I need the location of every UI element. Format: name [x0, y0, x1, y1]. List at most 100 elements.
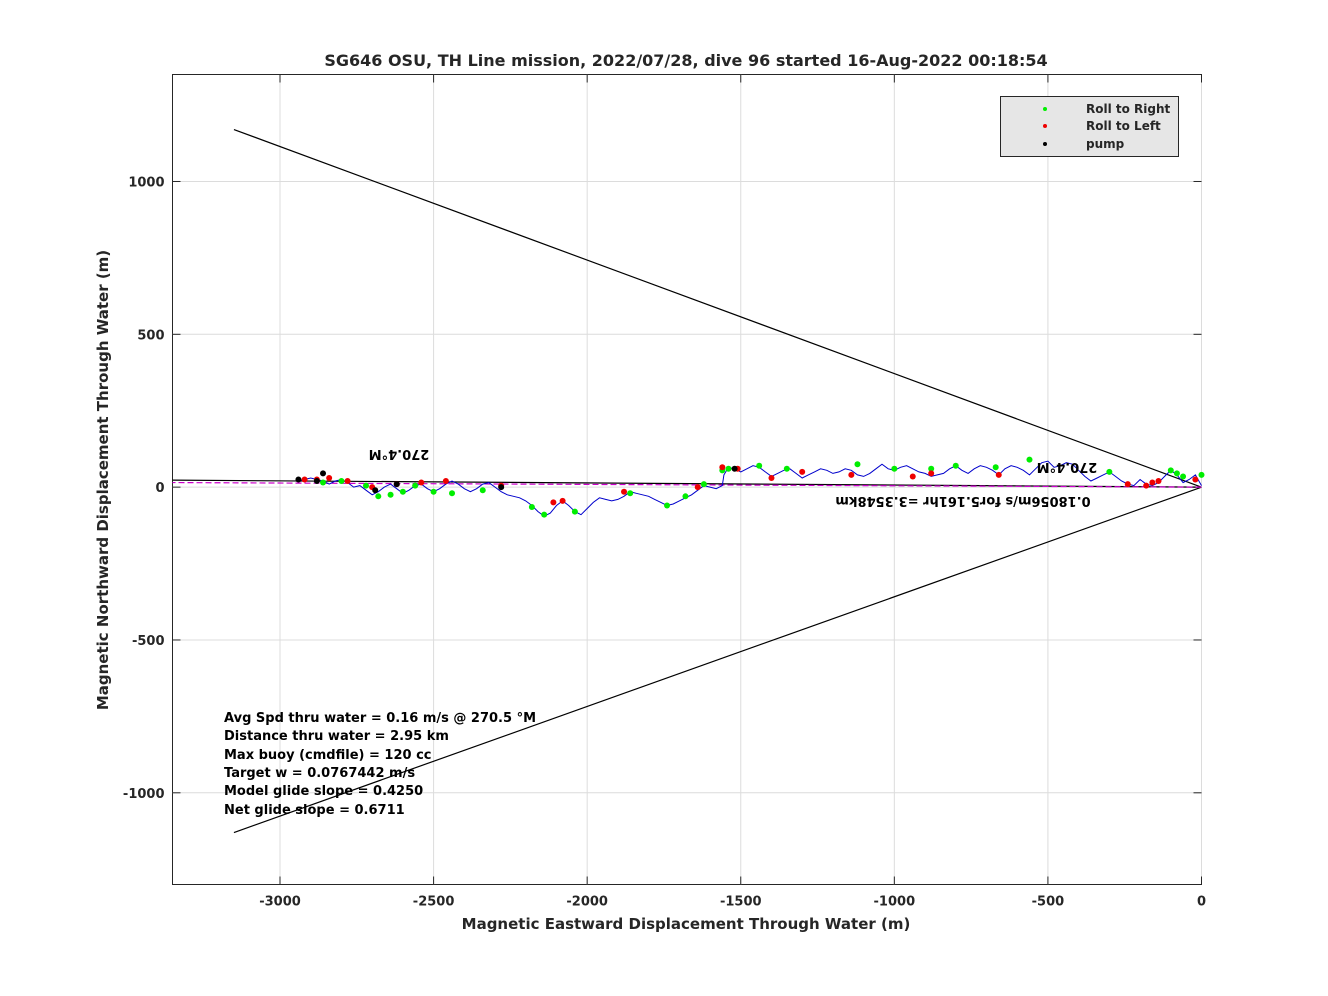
roll-right-marker	[952, 462, 959, 469]
roll-right-marker	[891, 465, 898, 472]
roll-left-marker	[559, 497, 566, 504]
roll-right-marker	[783, 465, 790, 472]
roll-left-marker	[1143, 482, 1150, 489]
stat-net-glide: Net glide slope = 0.6711	[224, 803, 405, 818]
x-axis-label: Magnetic Eastward Displacement Through W…	[462, 915, 911, 933]
roll-left-marker	[550, 499, 557, 506]
x-tick-label: 0	[1197, 895, 1206, 910]
reference-line	[233, 486, 1202, 834]
x-tick-label: -3000	[259, 895, 301, 910]
roll-right-marker	[320, 479, 327, 486]
roll-right-marker	[479, 487, 486, 494]
roll-left-marker	[799, 468, 806, 475]
stat-avg-speed: Avg Spd thru water = 0.16 m/s @ 270.5 °M	[224, 711, 536, 726]
legend: Roll to Right Roll to Left pump	[1000, 96, 1179, 157]
x-tick-label: -2000	[566, 895, 608, 910]
roll-right-marker	[363, 482, 370, 489]
x-tick-label: -2500	[413, 895, 455, 910]
legend-marker-roll-left	[1043, 124, 1047, 128]
roll-left-marker	[995, 471, 1002, 478]
legend-label-roll-right: Roll to Right	[1086, 102, 1171, 116]
reference-line	[233, 128, 1202, 488]
heading-annotation-left: 270.4°M	[369, 446, 430, 461]
roll-left-marker	[1124, 481, 1131, 488]
roll-right-marker	[992, 464, 999, 471]
reference-line	[172, 481, 1202, 488]
y-tick-label: 500	[137, 328, 164, 343]
stat-max-buoy: Max buoy (cmdfile) = 120 cc	[224, 748, 431, 763]
roll-left-marker	[326, 474, 333, 481]
roll-left-marker	[418, 479, 425, 486]
roll-right-marker	[682, 493, 689, 500]
heading-annotation-right: 270.4°M	[1037, 459, 1098, 474]
legend-label-pump: pump	[1086, 137, 1125, 151]
roll-right-marker	[928, 465, 935, 472]
roll-right-marker	[541, 511, 548, 518]
roll-left-marker	[621, 488, 628, 495]
pump-marker	[313, 478, 320, 485]
roll-left-marker	[1149, 479, 1156, 486]
roll-right-marker	[449, 490, 456, 497]
pump-marker	[498, 484, 505, 491]
y-tick-label: 0	[155, 481, 164, 496]
roll-and-pump-markers	[295, 456, 1205, 518]
pump-marker	[372, 487, 379, 494]
axis-ticks: -3000 -2500 -2000 -1500 -1000 -500 0 -1000 -500 0…	[123, 74, 1206, 910]
chart-title: SG646 OSU, TH Line mission, 2022/07/28, …	[324, 51, 1047, 70]
roll-right-marker	[571, 508, 578, 515]
pump-marker	[295, 476, 302, 483]
stat-model-glide: Model glide slope = 0.4250	[224, 784, 423, 799]
roll-left-marker	[909, 473, 916, 480]
roll-right-marker	[664, 502, 671, 509]
y-tick-label: -500	[132, 634, 165, 649]
roll-left-marker	[1192, 476, 1199, 483]
roll-right-marker	[430, 488, 437, 495]
dive-stats: Avg Spd thru water = 0.16 m/s @ 270.5 °M…	[224, 711, 536, 818]
roll-right-marker	[412, 482, 419, 489]
stat-target-w: Target w = 0.0767442 m/s	[224, 766, 415, 781]
pump-marker	[393, 481, 400, 488]
x-tick-label: -1500	[720, 895, 762, 910]
roll-right-marker	[375, 493, 382, 500]
roll-left-marker	[694, 484, 701, 491]
legend-marker-roll-right	[1043, 107, 1047, 111]
roll-right-marker	[338, 478, 345, 485]
legend-label-roll-left: Roll to Left	[1086, 119, 1161, 133]
legend-marker-pump	[1043, 142, 1047, 146]
roll-right-marker	[700, 481, 707, 488]
dive-track-line	[298, 460, 1202, 517]
roll-left-marker	[768, 474, 775, 481]
roll-left-marker	[301, 476, 308, 483]
roll-right-marker	[387, 491, 394, 498]
roll-right-marker	[399, 488, 406, 495]
x-tick-label: -1000	[874, 895, 916, 910]
y-tick-label: 1000	[128, 175, 164, 190]
roll-right-marker	[725, 465, 732, 472]
roll-right-marker	[1106, 468, 1113, 475]
roll-left-marker	[848, 471, 855, 478]
roll-right-marker	[1198, 471, 1205, 478]
stat-distance: Distance thru water = 2.95 km	[224, 729, 449, 744]
roll-right-marker	[756, 462, 763, 469]
roll-right-marker	[528, 504, 535, 511]
y-axis-label: Magnetic Northward Displacement Through …	[94, 250, 112, 710]
speed-annotation: 0.18056m/s for5.161hr =3.3548km	[835, 493, 1090, 508]
roll-right-marker	[627, 490, 634, 497]
roll-left-marker	[719, 464, 726, 471]
roll-right-marker	[1167, 467, 1174, 474]
roll-left-marker	[442, 478, 449, 485]
pump-marker	[731, 465, 738, 472]
roll-right-marker	[1180, 473, 1187, 480]
grid-lines	[172, 74, 1202, 885]
pump-marker	[320, 470, 327, 477]
legend-box	[1000, 96, 1179, 157]
roll-left-marker	[344, 478, 351, 485]
roll-left-marker	[928, 470, 935, 477]
roll-right-marker	[1173, 470, 1180, 477]
y-tick-label: -1000	[123, 787, 165, 802]
roll-right-marker	[1026, 456, 1033, 463]
roll-right-marker	[854, 461, 861, 468]
roll-left-marker	[1155, 478, 1162, 485]
x-tick-label: -500	[1032, 895, 1065, 910]
